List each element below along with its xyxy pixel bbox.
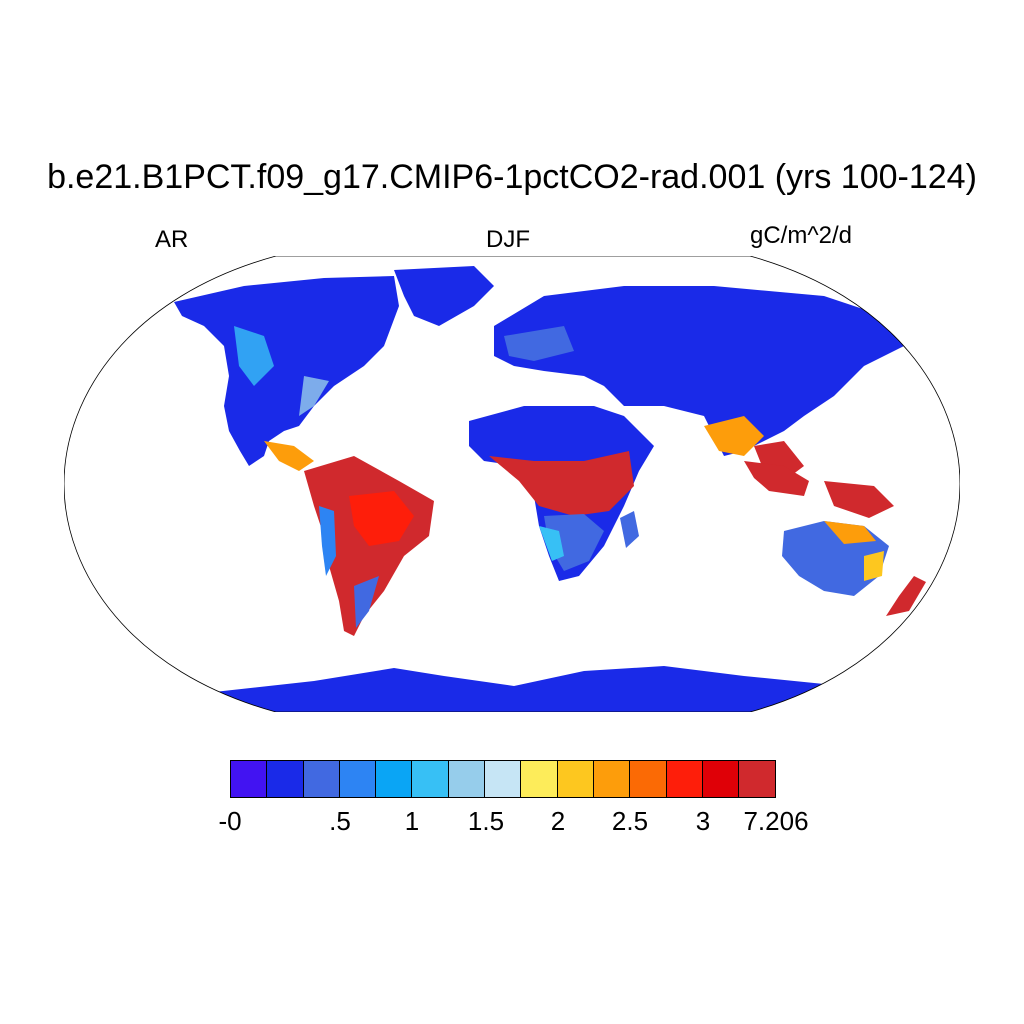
map-border xyxy=(64,256,960,712)
antarctica-landmass xyxy=(214,666,864,712)
eurasia-landmass xyxy=(494,286,904,456)
southeast-asia-islands xyxy=(744,461,809,496)
greenland-landmass xyxy=(394,266,494,326)
colorbar-swatch-7 xyxy=(485,761,522,797)
world-map xyxy=(64,256,960,712)
colorbar-tick-label: 3 xyxy=(695,806,711,836)
colorbar xyxy=(230,760,777,798)
north-america-landmass xyxy=(174,276,399,466)
colorbar-tick-label: 1.5 xyxy=(467,806,505,836)
colorbar-swatch-9 xyxy=(557,761,594,797)
colorbar-tick-label: -0 xyxy=(218,806,242,836)
new-zealand-landmass xyxy=(886,576,926,616)
colorbar-swatch-2 xyxy=(303,761,340,797)
colorbar-tick-label: 2.5 xyxy=(611,806,649,836)
colorbar-tick-label: 1 xyxy=(404,806,420,836)
colorbar-tick-label: 2 xyxy=(550,806,566,836)
colorbar-swatch-5 xyxy=(412,761,449,797)
colorbar-swatch-8 xyxy=(521,761,558,797)
left-string: AR xyxy=(155,226,189,253)
colorbar-swatch-14 xyxy=(739,761,776,797)
colorbar-swatch-10 xyxy=(593,761,631,797)
colorbar-swatch-0 xyxy=(231,761,268,797)
colorbar-swatch-13 xyxy=(702,761,740,797)
map-canvas xyxy=(64,256,960,712)
colorbar-swatch-11 xyxy=(630,761,667,797)
colorbar-labels: -0 .5 1 1.5 2 2.5 3 7.206 xyxy=(0,806,1024,838)
colorbar-tick-label: .5 xyxy=(329,806,351,836)
colorbar-swatch-12 xyxy=(666,761,703,797)
colorbar-tick-label: 7.206 xyxy=(743,806,809,836)
colorbar-swatch-1 xyxy=(267,761,304,797)
colorbar-swatch-6 xyxy=(448,761,486,797)
units-label: gC/m^2/d xyxy=(750,222,852,249)
center-string: DJF xyxy=(486,226,530,253)
plot-title: b.e21.B1PCT.f09_g17.CMIP6-1pctCO2-rad.00… xyxy=(47,158,977,196)
colorbar-swatch-4 xyxy=(376,761,413,797)
colorbar-swatch-3 xyxy=(339,761,377,797)
